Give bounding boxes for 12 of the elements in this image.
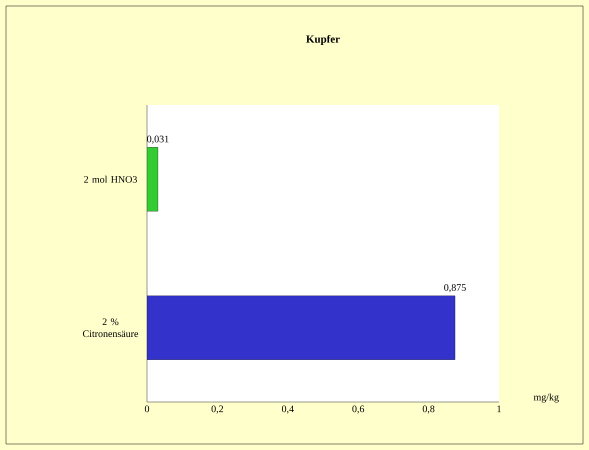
x-tick-label: 0,8 bbox=[422, 406, 434, 414]
x-tick-label: 0,2 bbox=[212, 406, 224, 414]
x-axis-title: mg/kg bbox=[534, 393, 559, 403]
x-tick-label: 1 bbox=[497, 406, 501, 412]
y-tick-label: 2 mol HNO3 bbox=[84, 176, 137, 183]
x-tick-label: 0 bbox=[144, 406, 150, 412]
chart-title: Kupfer bbox=[306, 34, 340, 46]
x-tick-label: 0,6 bbox=[352, 406, 364, 414]
data-label: 0,875 bbox=[444, 284, 466, 292]
data-label: 0,031 bbox=[147, 136, 169, 144]
x-tick-label: 0,4 bbox=[282, 406, 294, 414]
y-tick-label: 2 % Citronensäure bbox=[82, 318, 138, 338]
